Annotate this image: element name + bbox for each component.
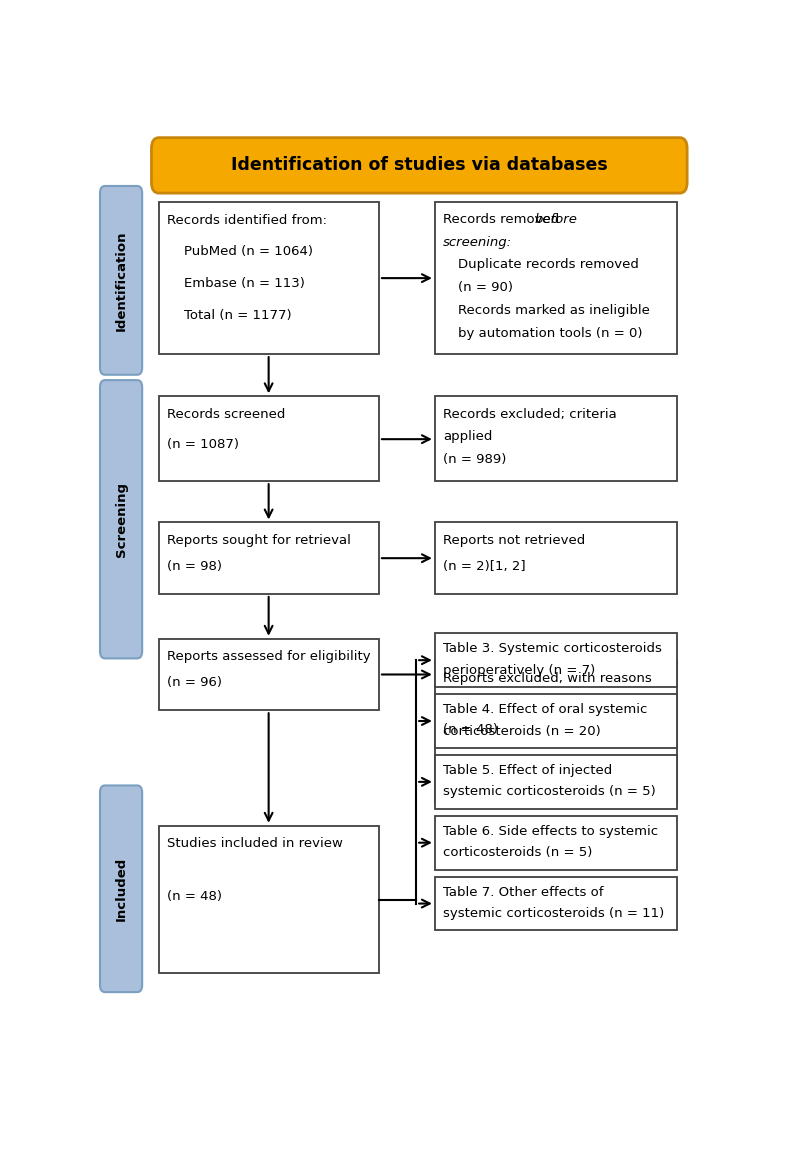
- Text: (n = 90): (n = 90): [458, 281, 514, 294]
- FancyBboxPatch shape: [435, 202, 677, 354]
- Text: Table 4. Effect of oral systemic: Table 4. Effect of oral systemic: [443, 703, 647, 716]
- Text: perioperatively (n = 7): perioperatively (n = 7): [443, 664, 595, 676]
- Text: Table 6. Side effects to systemic: Table 6. Side effects to systemic: [443, 825, 658, 838]
- FancyBboxPatch shape: [435, 523, 677, 594]
- FancyBboxPatch shape: [100, 786, 142, 992]
- FancyBboxPatch shape: [435, 396, 677, 481]
- Text: Table 7. Other effects of: Table 7. Other effects of: [443, 885, 603, 898]
- Text: (n = 2)[1, 2]: (n = 2)[1, 2]: [443, 560, 526, 573]
- Text: (n = 48): (n = 48): [443, 723, 498, 736]
- FancyBboxPatch shape: [100, 186, 142, 375]
- Text: (n = 48): (n = 48): [167, 890, 222, 903]
- FancyBboxPatch shape: [435, 816, 677, 869]
- FancyBboxPatch shape: [435, 660, 677, 803]
- Text: screening:: screening:: [443, 236, 512, 249]
- Text: systemic corticosteroids (n = 11): systemic corticosteroids (n = 11): [443, 908, 664, 920]
- Text: Records removed: Records removed: [443, 213, 563, 225]
- Text: (n = 1087): (n = 1087): [167, 438, 239, 451]
- Text: Studies included in review: Studies included in review: [167, 838, 343, 851]
- FancyBboxPatch shape: [435, 633, 677, 687]
- FancyBboxPatch shape: [159, 202, 379, 354]
- FancyBboxPatch shape: [435, 876, 677, 931]
- Text: before: before: [534, 213, 578, 225]
- Text: Reports sought for retrieval: Reports sought for retrieval: [167, 535, 351, 547]
- Text: Records screened: Records screened: [167, 408, 286, 421]
- Text: Records excluded; criteria: Records excluded; criteria: [443, 408, 617, 421]
- Text: Table 3. Systemic corticosteroids: Table 3. Systemic corticosteroids: [443, 643, 662, 655]
- Text: Identification of studies via databases: Identification of studies via databases: [231, 157, 608, 174]
- FancyBboxPatch shape: [151, 137, 687, 193]
- Text: Records identified from:: Records identified from:: [167, 214, 327, 227]
- FancyBboxPatch shape: [159, 826, 379, 974]
- Text: corticosteroids (n = 20): corticosteroids (n = 20): [443, 725, 601, 738]
- Text: PubMed (n = 1064): PubMed (n = 1064): [167, 245, 313, 258]
- Text: Reports excluded, with reasons: Reports excluded, with reasons: [443, 672, 652, 684]
- Text: applied: applied: [443, 430, 492, 443]
- Text: Identification: Identification: [114, 230, 127, 331]
- Text: Screening: Screening: [114, 482, 127, 557]
- FancyBboxPatch shape: [100, 380, 142, 659]
- Text: Included: Included: [114, 856, 127, 921]
- Text: by automation tools (n = 0): by automation tools (n = 0): [458, 327, 643, 340]
- FancyBboxPatch shape: [435, 694, 677, 748]
- Text: Embase (n = 113): Embase (n = 113): [167, 277, 305, 290]
- Text: Duplicate records removed: Duplicate records removed: [458, 258, 639, 272]
- Text: Reports not retrieved: Reports not retrieved: [443, 535, 585, 547]
- Text: Reports assessed for eligibility: Reports assessed for eligibility: [167, 651, 370, 664]
- Text: Table 5. Effect of injected: Table 5. Effect of injected: [443, 763, 612, 777]
- FancyBboxPatch shape: [435, 755, 677, 809]
- FancyBboxPatch shape: [159, 523, 379, 594]
- FancyBboxPatch shape: [159, 396, 379, 481]
- Text: systemic corticosteroids (n = 5): systemic corticosteroids (n = 5): [443, 786, 656, 798]
- Text: Records marked as ineligible: Records marked as ineligible: [458, 304, 650, 317]
- Text: (n = 98): (n = 98): [167, 560, 222, 573]
- Text: corticosteroids (n = 5): corticosteroids (n = 5): [443, 846, 592, 859]
- Text: (n = 96): (n = 96): [167, 676, 222, 689]
- FancyBboxPatch shape: [159, 639, 379, 710]
- Text: (n = 989): (n = 989): [443, 453, 506, 466]
- Text: Total (n = 1177): Total (n = 1177): [167, 309, 291, 322]
